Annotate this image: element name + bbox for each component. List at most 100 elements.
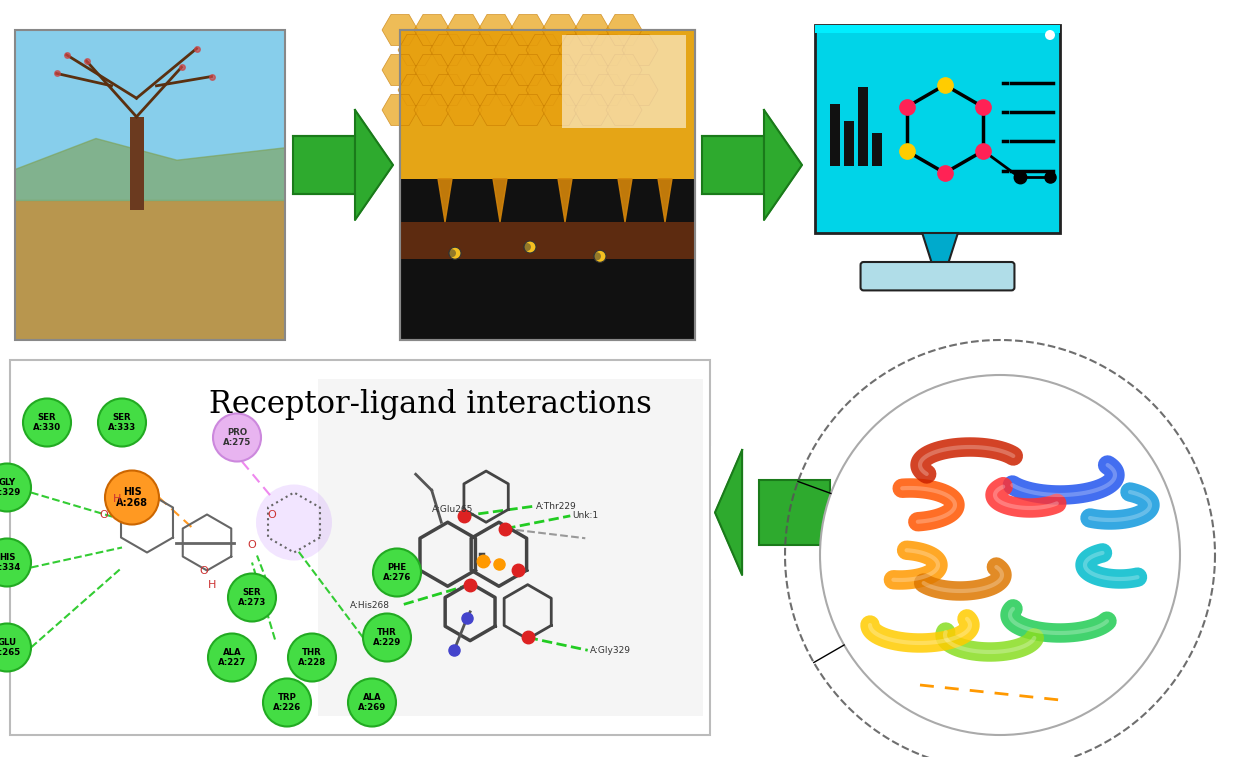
Polygon shape [382,55,418,86]
FancyBboxPatch shape [400,30,695,179]
Text: A:Gly329: A:Gly329 [590,646,631,655]
Circle shape [228,574,276,621]
FancyBboxPatch shape [318,378,702,716]
Polygon shape [618,179,632,223]
Polygon shape [430,74,466,105]
Polygon shape [355,110,392,220]
Text: HIS
A:268: HIS A:268 [116,487,148,508]
FancyBboxPatch shape [711,446,834,579]
Circle shape [594,251,606,262]
Polygon shape [764,110,802,220]
Polygon shape [558,179,572,223]
Polygon shape [715,450,742,575]
Text: GLU
A:265: GLU A:265 [0,638,21,657]
Polygon shape [382,95,418,126]
FancyBboxPatch shape [400,30,695,179]
Polygon shape [462,34,498,66]
FancyBboxPatch shape [703,136,764,194]
Text: A:Glu265: A:Glu265 [431,505,472,514]
Polygon shape [438,179,452,223]
Circle shape [524,241,536,253]
Polygon shape [494,34,530,66]
Polygon shape [478,14,514,45]
Text: A:His268: A:His268 [350,601,390,610]
Polygon shape [478,95,514,126]
Polygon shape [922,233,958,265]
Text: O: O [268,509,276,519]
Circle shape [213,413,261,462]
FancyBboxPatch shape [815,25,1060,233]
Text: TRP
A:226: TRP A:226 [272,693,301,712]
FancyBboxPatch shape [400,30,695,340]
Polygon shape [606,55,642,86]
Circle shape [820,375,1180,735]
Polygon shape [478,55,514,86]
Circle shape [522,243,531,251]
FancyBboxPatch shape [860,262,1015,291]
Circle shape [1045,30,1055,40]
Polygon shape [15,139,285,201]
Polygon shape [446,14,483,45]
Polygon shape [446,55,483,86]
Polygon shape [574,95,610,126]
FancyBboxPatch shape [15,30,285,201]
Bar [872,133,882,167]
Text: HIS
A:334: HIS A:334 [0,553,21,572]
Text: THR
A:228: THR A:228 [298,648,326,667]
FancyBboxPatch shape [15,201,285,340]
Polygon shape [574,14,610,45]
Polygon shape [606,95,642,126]
Text: H: H [112,494,121,504]
Bar [130,117,144,210]
Polygon shape [622,34,658,66]
Text: Unk:1: Unk:1 [572,511,599,520]
Circle shape [362,613,411,662]
Polygon shape [382,14,418,45]
Polygon shape [462,74,498,105]
Circle shape [105,471,159,525]
Polygon shape [492,179,508,223]
Bar [830,104,840,167]
Polygon shape [622,74,658,105]
Text: A:Thr229: A:Thr229 [536,502,576,511]
Polygon shape [542,14,578,45]
Polygon shape [414,95,450,126]
Text: PHE
A:276: PHE A:276 [382,562,411,582]
Text: ALA
A:227: ALA A:227 [217,648,246,667]
Circle shape [0,463,31,512]
Circle shape [449,248,461,259]
Polygon shape [510,14,546,45]
FancyBboxPatch shape [698,106,806,224]
Polygon shape [658,179,672,223]
FancyBboxPatch shape [289,106,398,224]
Circle shape [592,252,601,260]
FancyBboxPatch shape [400,223,695,260]
FancyBboxPatch shape [292,136,355,194]
Text: H: H [208,580,216,590]
Polygon shape [398,34,434,66]
Bar [844,120,854,167]
Circle shape [348,678,396,727]
Text: SER
A:330: SER A:330 [32,413,61,432]
Text: THR
A:229: THR A:229 [372,628,401,647]
Polygon shape [398,74,434,105]
Text: SER
A:273: SER A:273 [238,587,266,607]
Circle shape [208,634,256,681]
Polygon shape [494,74,530,105]
Circle shape [372,549,421,597]
Polygon shape [414,14,450,45]
Polygon shape [542,55,578,86]
Circle shape [0,624,31,671]
Text: ALA
A:269: ALA A:269 [357,693,386,712]
Polygon shape [558,34,594,66]
Polygon shape [542,95,578,126]
Text: O: O [200,566,209,577]
Polygon shape [558,74,594,105]
Circle shape [0,538,31,587]
Text: O: O [248,540,256,550]
Polygon shape [606,14,642,45]
Polygon shape [590,34,626,66]
Polygon shape [526,34,562,66]
Polygon shape [510,55,546,86]
FancyBboxPatch shape [10,360,710,735]
